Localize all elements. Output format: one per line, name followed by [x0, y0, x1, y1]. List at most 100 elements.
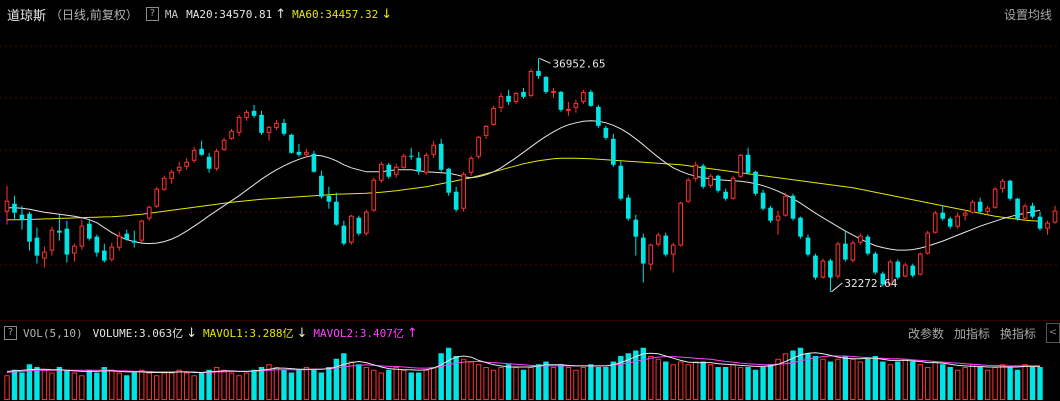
candle: [12, 195, 17, 220]
candle-body: [798, 217, 803, 237]
candle-body: [910, 265, 916, 276]
instrument-title: 道琼斯: [7, 8, 47, 24]
price-panel-header: 道琼斯 （日线,前复权） ? MA MA20:34570.81 ↑ MA60:3…: [0, 0, 1060, 28]
candle-body: [139, 220, 145, 241]
edit-params-button[interactable]: 改参数: [907, 326, 944, 341]
candle: [820, 258, 826, 279]
volume-bar: [880, 361, 886, 400]
candle-body: [543, 76, 549, 92]
volume-bar: [775, 358, 781, 400]
switch-indicator-button[interactable]: 换指标: [999, 326, 1036, 341]
candle: [977, 197, 983, 214]
mavol1-line: [6, 352, 1040, 373]
candle: [191, 146, 197, 163]
volume-bar: [925, 367, 931, 400]
volume-bar: [700, 361, 706, 400]
volume-bar: [348, 361, 355, 400]
candle-body: [42, 251, 47, 259]
add-indicator-button[interactable]: 加指标: [953, 326, 990, 341]
candle: [970, 199, 975, 214]
candle-body: [408, 155, 414, 157]
candle-body: [670, 244, 676, 255]
candle: [393, 163, 399, 178]
volume-bar: [977, 367, 983, 400]
candle-body: [57, 230, 62, 233]
candle-body: [349, 215, 354, 243]
candle: [708, 173, 713, 188]
candle-body: [401, 155, 407, 168]
candle-body: [101, 250, 107, 261]
candle-body: [431, 144, 437, 155]
volume-bar: [206, 369, 212, 400]
volume-bar: [797, 347, 804, 400]
volume-bar: [483, 367, 489, 400]
candle: [221, 137, 227, 151]
candle-body: [109, 246, 115, 260]
candle: [663, 232, 669, 257]
help-icon[interactable]: ?: [4, 326, 17, 340]
volume-bar: [131, 372, 137, 400]
candle: [536, 58, 541, 79]
candle: [955, 212, 961, 229]
volume-bar: [513, 367, 519, 400]
candle: [880, 271, 886, 287]
volume-bar: [311, 369, 317, 400]
price-annotation: 32272.64: [844, 277, 897, 290]
volume-bar: [588, 364, 594, 400]
volume-bar: [969, 364, 976, 400]
candle: [79, 219, 85, 250]
candle-body: [19, 214, 25, 220]
candle-body: [858, 235, 863, 243]
candle: [401, 153, 407, 169]
candle: [334, 192, 339, 226]
mavol2-label: MAVOL2:3.407亿: [313, 327, 404, 340]
candle: [281, 118, 287, 136]
candle-body: [768, 207, 773, 221]
candle-body: [289, 134, 294, 153]
set-ma-button[interactable]: 设置均线: [1003, 7, 1052, 22]
volume-bar: [670, 364, 676, 400]
candle: [558, 90, 564, 112]
candle-body: [573, 102, 579, 108]
volume-bar: [625, 353, 632, 400]
candle: [805, 234, 811, 257]
candle: [124, 229, 130, 241]
volume-bar: [528, 367, 534, 400]
candle: [363, 209, 369, 236]
indicator-name[interactable]: MA: [164, 7, 179, 21]
candle: [917, 252, 923, 276]
candle: [326, 186, 332, 209]
candle: [349, 214, 354, 245]
candle: [116, 231, 122, 251]
candle: [528, 68, 534, 97]
volume-bar: [19, 372, 25, 400]
candle-body: [581, 91, 586, 102]
candle: [925, 230, 931, 255]
panel-scroll-icon[interactable]: <: [1046, 323, 1060, 343]
candle: [947, 216, 953, 229]
candle-body: [1007, 180, 1013, 199]
candle: [131, 230, 137, 248]
help-icon[interactable]: ?: [145, 7, 159, 21]
candle-body: [1022, 205, 1028, 219]
volume-bar: [79, 375, 85, 400]
candle: [356, 215, 362, 236]
volume-indicator-name[interactable]: VOL(5,10): [23, 326, 83, 340]
volume-bar: [1007, 367, 1013, 400]
ma20-label: MA20:34570.81: [186, 7, 273, 21]
candle: [498, 92, 504, 112]
volume-bar: [895, 361, 901, 400]
candle-body: [491, 107, 496, 125]
candle: [94, 234, 100, 257]
volume-bar: [984, 369, 991, 400]
volume-bar: [356, 364, 362, 400]
candle-body: [985, 207, 990, 212]
volume-bar: [243, 372, 250, 400]
volume-bar: [857, 361, 864, 400]
candle: [49, 226, 55, 256]
candle: [1030, 202, 1035, 219]
candle: [438, 138, 444, 172]
candle: [506, 89, 511, 105]
volume-bar: [999, 364, 1006, 400]
